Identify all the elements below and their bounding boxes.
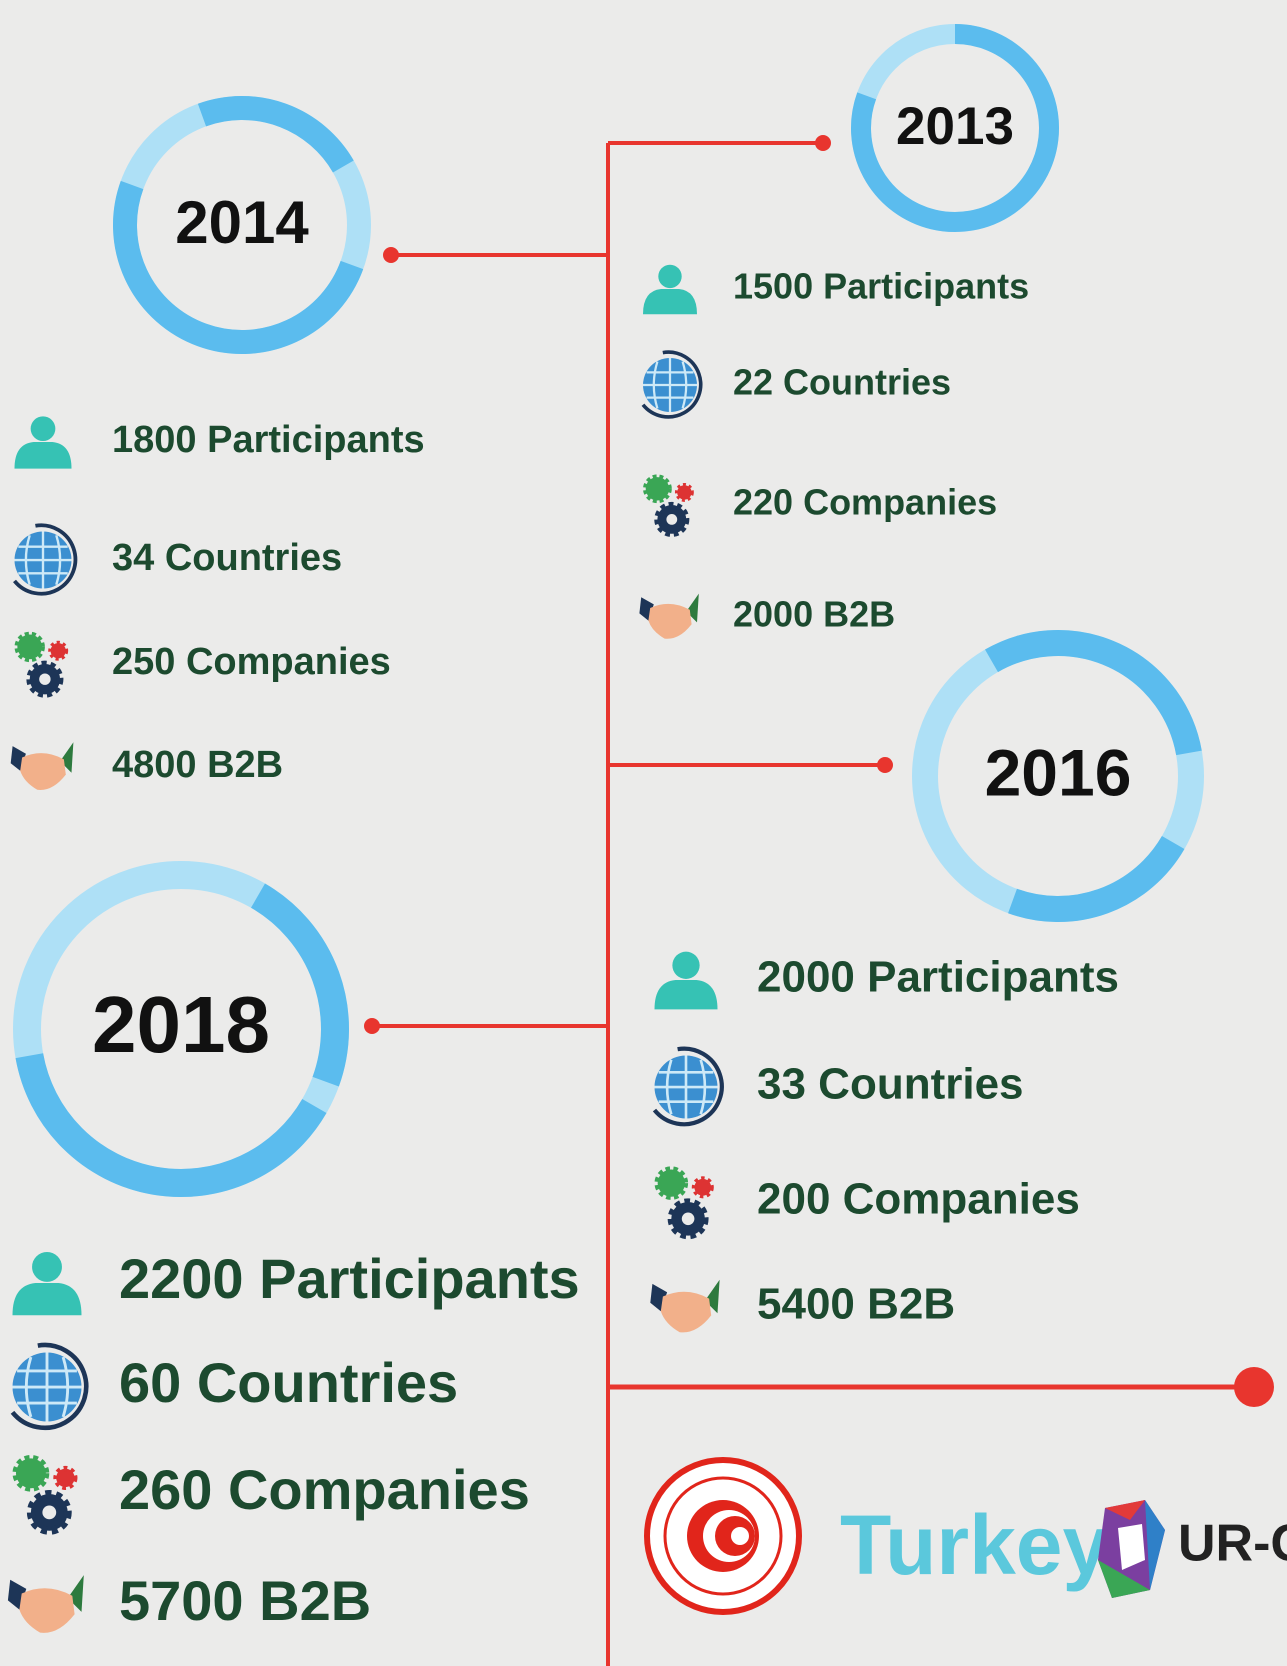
ring: [10, 1342, 89, 1431]
gear-red: [674, 482, 694, 502]
timeline-end-dot: [1234, 1367, 1274, 1407]
head: [30, 416, 56, 442]
globe-icon: [652, 1046, 724, 1127]
person-icon: [14, 416, 72, 469]
body: [654, 980, 718, 1010]
person-icon: [643, 264, 697, 315]
stat-label: 2200 Participants: [119, 1247, 580, 1310]
person-icon: [654, 951, 718, 1010]
year-ring-arc: [1008, 835, 1185, 922]
gears-icon: [12, 1454, 78, 1535]
hands: [19, 1588, 75, 1633]
year-label: 2018: [92, 980, 270, 1069]
cuff-right: [67, 1575, 84, 1612]
handshake-icon: [639, 593, 699, 639]
stat-label: 34 Countries: [112, 537, 342, 579]
stat-label: 33 Countries: [757, 1060, 1024, 1109]
stat-label: 4800 B2B: [112, 744, 283, 786]
handshake-icon: [7, 1575, 84, 1633]
year-ring-arc: [851, 24, 1059, 232]
gears-icon: [14, 631, 69, 698]
stat-label: 5400 B2B: [757, 1280, 955, 1329]
hands: [648, 603, 692, 639]
gear-green: [14, 631, 45, 663]
gear-green: [12, 1454, 50, 1492]
stat-label: 1800 Participants: [112, 419, 425, 461]
stat-label: 1500 Participants: [733, 266, 1029, 307]
person-icon: [12, 1251, 82, 1316]
urge-logo: UR-GE: [1178, 1515, 1287, 1573]
year-label: 2016: [985, 735, 1132, 809]
gear-red: [48, 640, 69, 661]
handshake-icon: [650, 1279, 720, 1333]
year-label: 2014: [175, 189, 309, 256]
handshake-icon: [10, 742, 74, 790]
cuff-right: [704, 1279, 720, 1314]
ring: [13, 523, 78, 596]
body: [643, 289, 697, 315]
cuff-right: [686, 593, 699, 623]
stat-label: 60 Countries: [119, 1351, 458, 1414]
connector-dot: [364, 1018, 380, 1034]
globe-icon: [13, 523, 78, 596]
connector-dot: [383, 247, 399, 263]
stat-label: 22 Countries: [733, 362, 951, 403]
gear-hole: [42, 1505, 57, 1520]
stat-label: 2000 Participants: [757, 953, 1119, 1002]
meridians: [654, 1055, 718, 1119]
stat-label: 250 Companies: [112, 641, 391, 683]
urge-icon: [1098, 1500, 1165, 1598]
meridians: [14, 531, 72, 589]
connector-dot: [877, 757, 893, 773]
stat-label: 220 Companies: [733, 482, 997, 523]
year-ring-arc: [250, 883, 349, 1087]
gears-icon: [642, 474, 694, 537]
cuff-right: [60, 742, 74, 773]
stat-label: 200 Companies: [757, 1175, 1080, 1224]
gear-red: [691, 1176, 714, 1199]
year-ring-arc: [15, 1053, 327, 1197]
gear-hole: [39, 673, 51, 685]
year-label: 2013: [896, 97, 1014, 156]
stat-label: 260 Companies: [119, 1458, 530, 1521]
hands: [660, 1291, 712, 1333]
stat-label: 5700 B2B: [119, 1569, 371, 1632]
year-ring-arc: [985, 630, 1202, 756]
gear-red: [53, 1465, 78, 1490]
gear-hole: [681, 1212, 695, 1226]
stat-label: 2000 B2B: [733, 594, 895, 635]
meridians: [12, 1352, 82, 1422]
ring: [641, 350, 703, 419]
gear-hole: [666, 514, 678, 525]
hands: [20, 753, 66, 790]
year-ring-arc: [113, 180, 364, 354]
connector-dot: [815, 135, 831, 151]
head: [672, 951, 700, 979]
year-ring-arc: [197, 96, 354, 173]
meridians: [642, 357, 698, 413]
globe-icon: [641, 350, 703, 419]
gear-green: [654, 1166, 689, 1200]
globe-icon: [10, 1342, 89, 1431]
body: [14, 442, 72, 469]
head: [658, 264, 682, 289]
gear-green: [642, 474, 672, 504]
ring: [652, 1046, 724, 1127]
turkey-logo: Turkey: [840, 1498, 1110, 1592]
body: [12, 1283, 82, 1316]
head: [32, 1251, 62, 1282]
ministry-seal: [644, 1457, 802, 1615]
